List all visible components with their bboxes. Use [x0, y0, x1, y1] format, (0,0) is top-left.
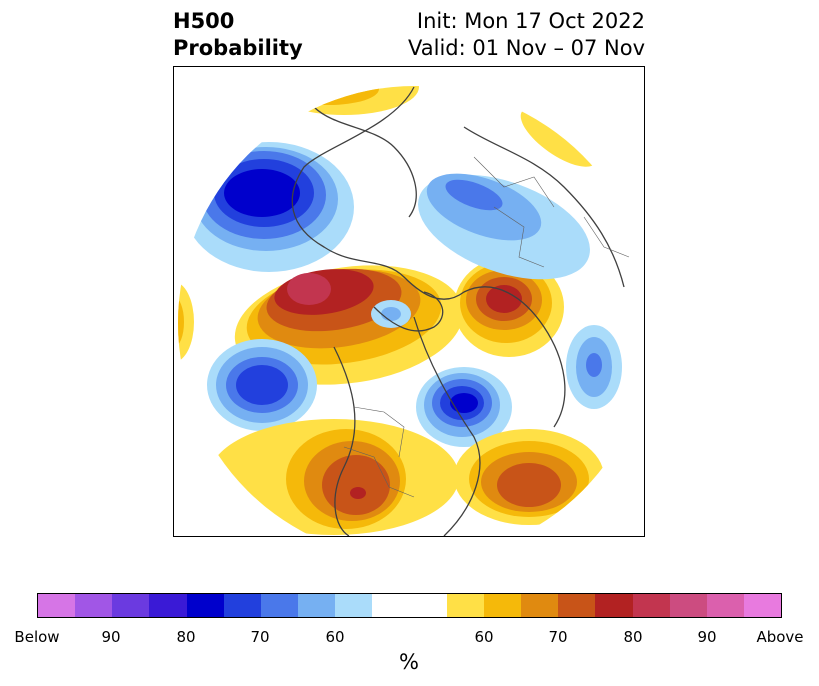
- colorbar-cell: [669, 594, 707, 617]
- tick-label: 80: [176, 628, 196, 646]
- valid-range: Valid: 01 Nov – 07 Nov: [408, 36, 645, 60]
- colorbar-cell: [335, 594, 373, 617]
- anomaly-above-atlantic: [454, 429, 604, 525]
- tick-label: 90: [101, 628, 121, 646]
- colorbar-cell: [595, 594, 633, 617]
- anomaly-below-alaska: [416, 367, 512, 447]
- tick-label: 60: [474, 628, 494, 646]
- colorbar-cell: [409, 594, 447, 617]
- tick-label: 70: [250, 628, 270, 646]
- tick-label: Above: [756, 628, 804, 646]
- tick-label: 80: [623, 628, 643, 646]
- colorbar: [37, 593, 782, 618]
- chart-title-right: Init: Mon 17 Oct 2022 Valid: 01 Nov – 07…: [408, 8, 645, 62]
- colorbar-cell: [558, 594, 596, 617]
- colorbar-cell: [260, 594, 299, 617]
- chart-title-left: H500 Probability: [173, 8, 303, 62]
- colorbar-cell: [483, 594, 522, 617]
- title-product: Probability: [173, 36, 303, 60]
- colorbar-cell: [632, 594, 670, 617]
- colorbar-cell: [186, 594, 224, 617]
- colorbar-unit: %: [399, 650, 419, 674]
- country-borders: [343, 156, 630, 498]
- colorbar-cell: [706, 594, 744, 617]
- anomaly-above-northern-canada: [454, 257, 564, 357]
- colorbar-cell: [112, 594, 150, 617]
- colorbar-cell: [38, 594, 76, 617]
- map-panel: [173, 66, 645, 537]
- colorbar-cell: [298, 594, 336, 617]
- anomaly-below-siberia: [418, 173, 622, 409]
- anomaly-below-north-pacific: [207, 339, 317, 431]
- tick-label: Below: [14, 628, 60, 646]
- colorbar-cell: [372, 594, 410, 617]
- colorbar-cell: [521, 594, 559, 617]
- anomaly-below-europe: [184, 142, 354, 272]
- colorbar-cell: [223, 594, 261, 617]
- tick-label: 70: [548, 628, 568, 646]
- title-variable: H500: [173, 9, 235, 33]
- colorbar-cell: [743, 594, 782, 617]
- anomaly-below-pole: [371, 300, 411, 328]
- tick-label: 90: [697, 628, 717, 646]
- coastlines: [291, 86, 625, 536]
- colorbar-cell: [446, 594, 484, 617]
- tick-label: 60: [325, 628, 345, 646]
- colorbar-cell: [75, 594, 113, 617]
- colorbar-cell: [149, 594, 187, 617]
- init-date: Init: Mon 17 Oct 2022: [416, 9, 645, 33]
- polar-projection-map: [178, 86, 644, 536]
- anomaly-above-sw-us: [209, 419, 459, 535]
